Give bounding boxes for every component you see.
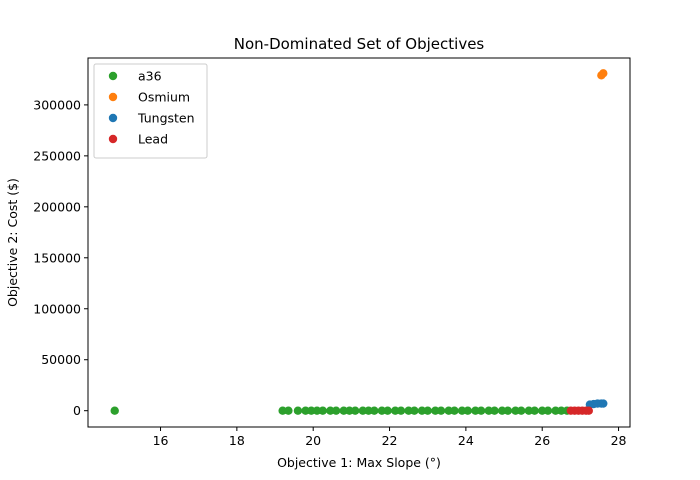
x-tick-label: 28 [611, 433, 627, 448]
legend-marker [108, 134, 118, 144]
series-a36 [110, 406, 572, 415]
legend-entry: a36 [138, 69, 162, 84]
point-a36 [284, 406, 293, 415]
point-osmium [599, 69, 608, 78]
point-a36 [463, 406, 472, 415]
x-tick-label: 16 [153, 433, 169, 448]
point-a36 [110, 406, 119, 415]
y-tick-label: 300000 [33, 97, 81, 112]
series-osmium [597, 69, 608, 80]
point-a36 [396, 406, 406, 415]
point-a36 [436, 406, 446, 415]
y-tick-label: 250000 [33, 148, 81, 163]
y-tick-label: 150000 [33, 250, 81, 265]
point-a36 [383, 406, 392, 415]
point-a36 [410, 406, 419, 415]
point-a36 [517, 406, 526, 415]
point-a36 [503, 406, 513, 415]
point-lead [584, 406, 593, 415]
x-tick-label: 20 [305, 433, 321, 448]
legend: a36 Osmium Tungsten Lead [93, 63, 208, 159]
plot-frame [87, 57, 631, 428]
y-axis-label: Objective 2: Cost ($) [5, 178, 20, 307]
point-a36 [293, 406, 303, 415]
point-a36 [530, 406, 539, 415]
point-a36 [450, 406, 459, 415]
point-a36 [331, 406, 341, 415]
legend-entry: Lead [138, 132, 168, 147]
legend-entry: Tungsten [137, 111, 195, 126]
x-axis-label: Objective 1: Max Slope (°) [277, 455, 441, 470]
point-a36 [490, 406, 499, 415]
y-tick-label: 0 [73, 403, 81, 418]
chart-title: Non-Dominated Set of Objectives [234, 35, 485, 53]
x-tick-label: 24 [458, 433, 474, 448]
point-a36 [318, 406, 327, 415]
series-tungsten [585, 399, 608, 409]
x-tick-label: 22 [382, 433, 398, 448]
point-a36 [543, 406, 553, 415]
legend-marker [108, 92, 118, 102]
point-tungsten [599, 399, 608, 408]
legend-marker [108, 113, 118, 123]
point-a36 [370, 406, 379, 415]
plot-area [110, 69, 608, 415]
x-tick-label: 18 [229, 433, 245, 448]
legend-box [93, 63, 208, 159]
y-tick-label: 200000 [33, 199, 81, 214]
axes: 16 18 20 22 24 26 28 0 50000 100000 150000 200000 25… [33, 57, 631, 448]
point-a36 [350, 406, 360, 415]
y-tick-label: 100000 [33, 301, 81, 316]
point-a36 [423, 406, 432, 415]
y-tick-label: 50000 [41, 352, 81, 367]
legend-marker [108, 71, 118, 81]
point-a36 [476, 406, 486, 415]
series-lead [566, 406, 593, 415]
x-tick-label: 26 [534, 433, 550, 448]
legend-entry: Osmium [138, 90, 190, 105]
